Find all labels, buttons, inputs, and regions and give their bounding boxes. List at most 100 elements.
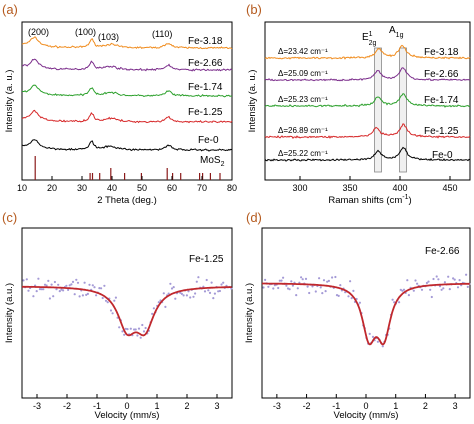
data-point — [167, 292, 170, 295]
data-point — [195, 280, 198, 283]
xrd-curve-fe-1-74 — [22, 84, 233, 98]
data-point — [78, 295, 81, 298]
series-label-b-fe-2-66: Fe-2.66 — [424, 69, 459, 80]
peak-label-100: (100) — [75, 27, 96, 37]
mode-label-a1g: A1g — [389, 25, 404, 39]
data-point — [432, 277, 435, 281]
panel-letter-b: (b) — [246, 2, 262, 17]
data-point — [42, 288, 45, 291]
data-point — [157, 301, 160, 304]
data-point — [208, 291, 212, 294]
data-point — [280, 279, 283, 282]
plot-frame-b — [264, 21, 471, 181]
data-point — [100, 287, 103, 290]
data-point — [430, 295, 433, 299]
peak-label-110: (110) — [152, 29, 172, 39]
x-d-tick-label: 3 — [453, 401, 458, 411]
data-point — [452, 277, 455, 280]
data-point — [71, 280, 75, 283]
data-point — [277, 286, 280, 290]
data-point — [376, 340, 379, 343]
data-point — [407, 294, 410, 297]
data-point — [83, 281, 86, 284]
data-point — [62, 289, 65, 292]
data-point — [331, 276, 334, 279]
data-point — [447, 275, 450, 278]
x-a-tick-label: 30 — [77, 183, 87, 193]
data-point — [111, 312, 114, 315]
data-point — [230, 287, 233, 290]
data-point — [453, 278, 456, 281]
delta-fe-2-66: Δ=25.09 cm⁻¹ — [278, 69, 328, 78]
data-point — [86, 292, 89, 295]
data-point — [306, 285, 309, 288]
data-point — [443, 281, 446, 284]
data-point — [58, 290, 61, 293]
data-point — [391, 298, 394, 301]
data-point — [180, 292, 183, 295]
data-point — [318, 277, 321, 280]
sample-label-d: Fe-2.66 — [425, 246, 460, 257]
data-point — [448, 288, 451, 291]
data-point — [152, 307, 155, 310]
x-b-tick-label: 350 — [342, 183, 357, 193]
data-point — [440, 288, 443, 291]
data-point — [126, 328, 129, 331]
data-point — [88, 283, 91, 286]
data-point — [129, 327, 132, 330]
data-point — [458, 279, 461, 282]
data-point — [101, 296, 104, 300]
panel-b: (b) 300 350 400 450 E1 2g A1g Δ=23.42 cm⁻¹ Δ… — [246, 2, 471, 206]
x-d-tick-label: 2 — [423, 401, 428, 411]
data-point — [55, 288, 58, 291]
data-point — [50, 283, 53, 286]
data-point — [169, 282, 172, 285]
data-point — [151, 312, 154, 315]
data-point — [285, 284, 288, 287]
series-label-fe-3-18: Fe-3.18 — [188, 36, 223, 47]
data-point — [136, 334, 139, 337]
data-point — [104, 299, 108, 302]
data-point — [222, 281, 225, 284]
plot-frame-a — [21, 21, 233, 181]
data-point — [319, 286, 322, 289]
data-point — [301, 278, 304, 281]
data-point — [25, 278, 28, 281]
x-ticks-c: -3 -2 -1 0 1 2 3 — [33, 394, 220, 411]
x-c-tick-label: 0 — [124, 401, 129, 411]
series-label-b-fe-1-25: Fe-1.25 — [424, 126, 459, 137]
peak-label-103: (103) — [98, 32, 119, 42]
data-point — [339, 284, 342, 287]
data-point — [137, 327, 141, 330]
data-point — [217, 290, 220, 293]
data-point — [185, 294, 188, 297]
x-axis-title-d: Velocity (mm/s) — [334, 410, 399, 421]
data-point — [414, 279, 417, 282]
data-point — [45, 284, 48, 287]
xrd-curve-fe-0 — [21, 139, 233, 152]
series-label-b-fe-0: Fe-0 — [432, 150, 453, 161]
raman-curve-fe-2-66 — [264, 67, 471, 82]
x-d-tick-label: -2 — [303, 401, 311, 411]
data-point — [142, 330, 146, 333]
data-point — [326, 280, 329, 283]
data-point — [35, 290, 38, 293]
x-b-tick-label: 450 — [442, 183, 457, 193]
data-point — [73, 293, 76, 296]
data-point — [118, 326, 121, 329]
data-point — [32, 295, 35, 298]
data-point — [416, 282, 419, 285]
data-point — [123, 333, 126, 336]
data-point — [114, 296, 117, 299]
data-point — [282, 276, 285, 279]
x-a-tick-label: 10 — [17, 183, 27, 193]
data-point — [393, 301, 396, 304]
raman-curve-fe-1-74 — [264, 93, 471, 108]
fit-curve-d — [262, 282, 470, 346]
y-axis-title-d: Intensity (a.u.) — [244, 283, 255, 343]
data-point — [399, 288, 402, 291]
panel-letter-a: (a) — [2, 2, 18, 17]
raman-curves — [264, 44, 471, 162]
data-point — [334, 275, 337, 279]
x-ticks-d: -3 -2 -1 0 1 2 3 — [273, 394, 458, 411]
